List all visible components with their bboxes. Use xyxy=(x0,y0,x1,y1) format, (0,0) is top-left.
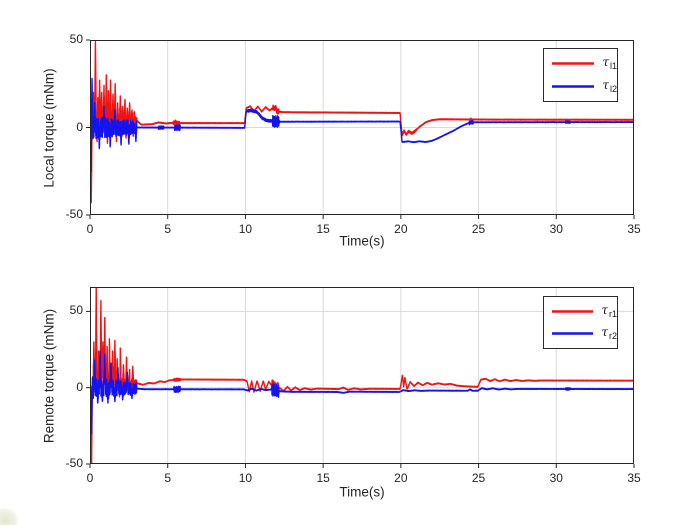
x-tick-label: 25 xyxy=(471,222,486,236)
x-tick-label: 5 xyxy=(164,222,172,236)
x-tick-label: 35 xyxy=(627,471,641,485)
x-tick-label: 35 xyxy=(627,222,641,236)
y-tick-label: 0 xyxy=(76,379,83,394)
legend-label: τr2 xyxy=(601,325,617,341)
y-tick-label: -50 xyxy=(65,456,83,470)
legend-line-sample-red xyxy=(552,310,594,313)
y-tick-label: -50 xyxy=(65,207,83,221)
local-torque-x-axis-label: Time(s) xyxy=(339,233,385,249)
x-tick-label: 5 xyxy=(164,471,172,485)
y-tick-label: 50 xyxy=(69,32,83,46)
legend-entry-tau-r1: τr1 xyxy=(544,304,617,319)
x-tick-label: 10 xyxy=(238,222,253,236)
remote-torque-y-axis-label: Remote torque (mNm) xyxy=(41,308,57,444)
x-tick-label: 30 xyxy=(549,471,563,485)
legend-entry-tau-l1: τl1 xyxy=(544,56,617,71)
signal-tau_l2 xyxy=(90,77,634,172)
x-tick-label: 15 xyxy=(316,222,330,236)
local-torque-legend: τl1 τl2 xyxy=(543,48,618,102)
legend-entry-tau-l2: τl2 xyxy=(544,79,617,94)
x-tick-label: 20 xyxy=(394,222,408,236)
x-tick-label: 0 xyxy=(86,222,94,236)
legend-label: τl1 xyxy=(602,55,617,72)
remote-torque-x-axis-label: Time(s) xyxy=(339,484,385,500)
signal-tau_r2 xyxy=(90,350,634,435)
signal-tau_l1 xyxy=(90,41,634,204)
y-tick-label: 50 xyxy=(69,303,83,318)
axes-border xyxy=(90,40,634,215)
legend-label: τl2 xyxy=(602,77,617,94)
x-tick-label: 15 xyxy=(316,471,330,485)
remote-torque-plot-area xyxy=(86,287,635,468)
signal-tau_r1 xyxy=(90,287,634,464)
legend-line-sample-blue xyxy=(552,332,594,335)
x-tick-label: 10 xyxy=(238,471,253,485)
legend-line-sample-red xyxy=(552,62,595,66)
x-tick-label: 25 xyxy=(471,471,486,485)
legend-label: τr1 xyxy=(601,303,617,319)
corner-artifact xyxy=(0,508,19,525)
y-tick-label: 0 xyxy=(76,119,83,134)
legend-line-sample-blue xyxy=(552,84,595,88)
legend-entry-tau-r2: τr2 xyxy=(544,326,617,341)
x-tick-label: 20 xyxy=(394,471,408,485)
remote-torque-legend: τr1 τr2 xyxy=(543,296,618,349)
axes-border xyxy=(90,287,634,464)
x-tick-label: 30 xyxy=(549,222,563,236)
x-tick-label: 0 xyxy=(86,471,94,485)
